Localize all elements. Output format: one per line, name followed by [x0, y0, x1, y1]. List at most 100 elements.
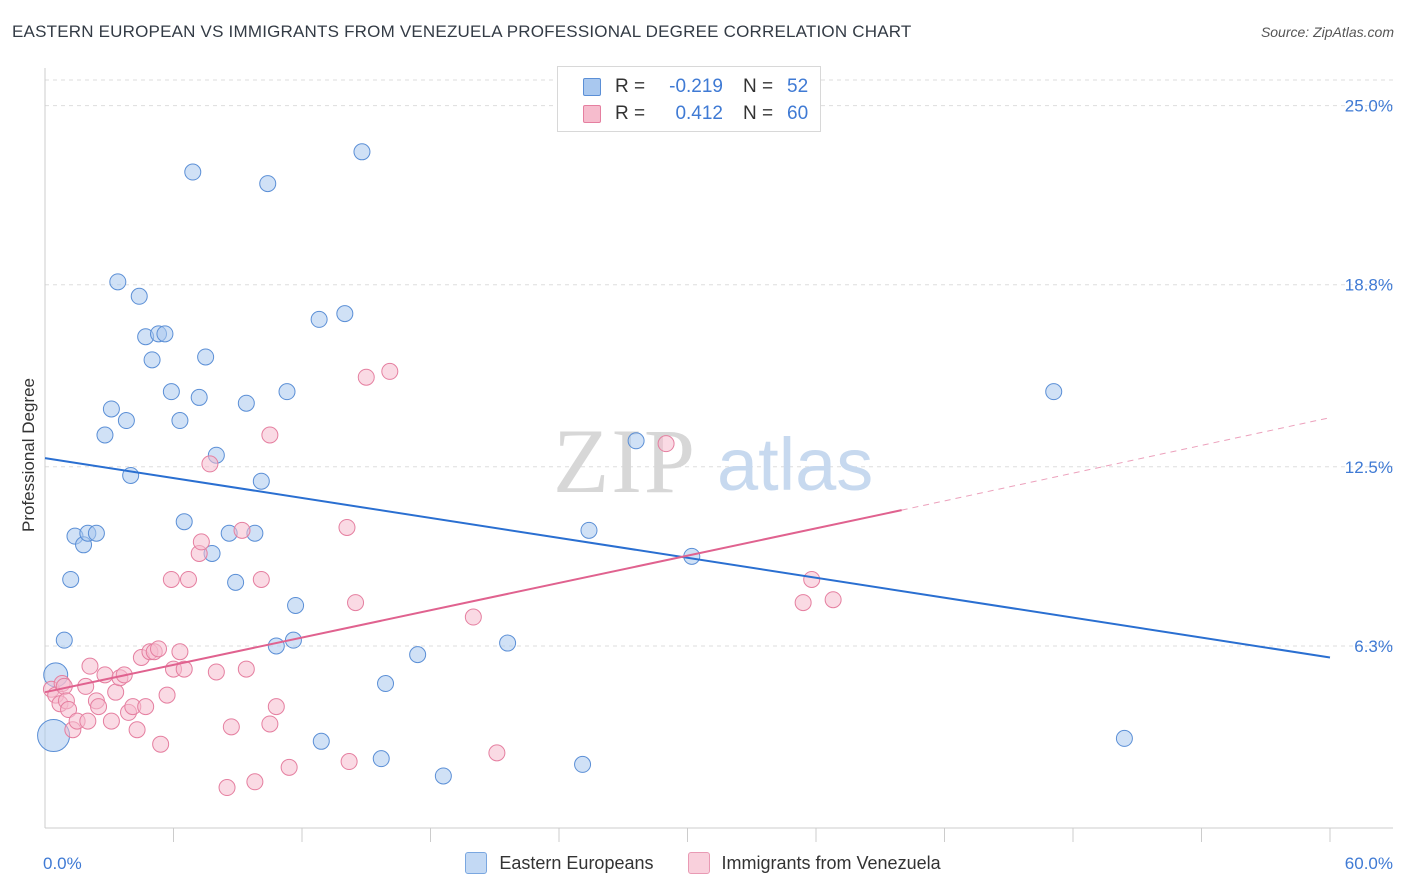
- legend-r-label: R =: [615, 76, 646, 97]
- data-point: [287, 596, 305, 614]
- data-point: [171, 412, 189, 430]
- watermark-zip: ZIP: [553, 410, 697, 512]
- grid-lines: [45, 79, 1393, 647]
- data-point: [261, 426, 279, 444]
- data-point: [237, 660, 255, 678]
- x-tick-label-max: 60.0%: [1345, 854, 1393, 873]
- chart-title: EASTERN EUROPEAN VS IMMIGRANTS FROM VENE…: [12, 22, 912, 41]
- legend-item-venezuela[interactable]: Immigrants from Venezuela: [687, 852, 941, 874]
- legend-n-value: 52: [787, 76, 809, 97]
- data-point: [128, 721, 146, 739]
- data-point: [1045, 383, 1063, 401]
- series-legend: Eastern Europeans Immigrants from Venezu…: [0, 852, 1406, 874]
- data-point: [201, 455, 219, 473]
- data-point: [488, 744, 506, 762]
- trend-lines: [44, 417, 1331, 694]
- data-point: [79, 712, 97, 730]
- data-point: [499, 634, 517, 652]
- data-point: [162, 570, 180, 588]
- data-point: [574, 755, 592, 773]
- data-point: [179, 570, 197, 588]
- y-tick-label: 12.5%: [1345, 458, 1393, 477]
- legend-r-value: -0.219: [669, 76, 723, 97]
- data-point: [252, 472, 270, 490]
- y-tick-label: 6.3%: [1354, 637, 1393, 656]
- legend-n-value: 60: [787, 103, 809, 124]
- legend-swatch-blue: [583, 78, 601, 96]
- data-point: [102, 712, 120, 730]
- source-label: Source: ZipAtlas.com: [1260, 24, 1394, 40]
- data-point: [657, 435, 675, 453]
- data-point: [62, 570, 80, 588]
- data-point: [152, 735, 170, 753]
- trend-line-eastern-europeans: [44, 457, 1331, 659]
- data-point: [37, 719, 71, 753]
- data-point: [409, 646, 427, 664]
- data-point: [60, 701, 78, 719]
- legend-item-eastern-europeans[interactable]: Eastern Europeans: [465, 852, 654, 874]
- data-point: [81, 657, 99, 675]
- data-point: [580, 521, 598, 539]
- legend-row-venezuela: R = 0.412 N = 60: [583, 102, 808, 126]
- data-point: [143, 351, 161, 369]
- data-point: [267, 637, 285, 655]
- data-point: [77, 677, 95, 695]
- data-point: [87, 524, 105, 542]
- data-point: [158, 686, 176, 704]
- data-point: [237, 394, 255, 412]
- data-point: [803, 570, 821, 588]
- legend-label: Immigrants from Venezuela: [721, 852, 941, 873]
- y-tick-labels: 6.3% 12.5% 18.8% 25.0%: [1345, 97, 1393, 656]
- data-point: [175, 660, 193, 678]
- legend-row-eastern-europeans: R = -0.219 N = 52: [583, 75, 808, 99]
- data-point: [278, 383, 296, 401]
- data-point: [336, 305, 354, 323]
- data-point: [340, 753, 358, 771]
- data-point: [381, 362, 399, 380]
- y-tick-label: 25.0%: [1345, 97, 1393, 116]
- data-point: [377, 675, 395, 693]
- legend-r-value: 0.412: [675, 103, 723, 124]
- data-point: [218, 779, 236, 797]
- data-point: [372, 750, 390, 768]
- data-point: [824, 591, 842, 609]
- data-point: [107, 683, 125, 701]
- data-point: [192, 533, 210, 551]
- data-point: [233, 521, 251, 539]
- trend-line-venezuela: [44, 509, 902, 694]
- data-point: [267, 698, 285, 716]
- data-point: [184, 163, 202, 181]
- axes: [44, 68, 1393, 842]
- data-point: [175, 513, 193, 531]
- data-point: [96, 426, 114, 444]
- legend-r-label: R =: [615, 103, 646, 124]
- legend-swatch-blue: [465, 852, 488, 874]
- data-point: [207, 663, 225, 681]
- data-point: [156, 325, 174, 343]
- data-point: [227, 573, 245, 591]
- data-point: [190, 388, 208, 406]
- data-point: [246, 773, 264, 791]
- data-point: [197, 348, 215, 366]
- data-point: [90, 698, 108, 716]
- data-point: [259, 175, 277, 193]
- data-point: [312, 732, 330, 750]
- y-tick-label: 18.8%: [1345, 276, 1393, 295]
- data-point: [171, 643, 189, 661]
- x-tick-label-min: 0.0%: [43, 854, 82, 873]
- data-point: [252, 570, 270, 588]
- legend-n-label: N =: [743, 76, 774, 97]
- data-point: [222, 718, 240, 736]
- data-point: [162, 383, 180, 401]
- data-point: [627, 432, 645, 450]
- data-point: [1115, 729, 1133, 747]
- data-point: [434, 767, 452, 785]
- data-point: [338, 518, 356, 536]
- data-point: [55, 631, 73, 649]
- x-tick-labels: 0.0% 60.0%: [43, 854, 1393, 873]
- stats-legend: R = -0.219 N = 52 R = 0.412 N = 60: [557, 66, 821, 132]
- data-point: [150, 640, 168, 658]
- data-point: [794, 594, 812, 612]
- watermark: ZIP atlas: [553, 410, 873, 512]
